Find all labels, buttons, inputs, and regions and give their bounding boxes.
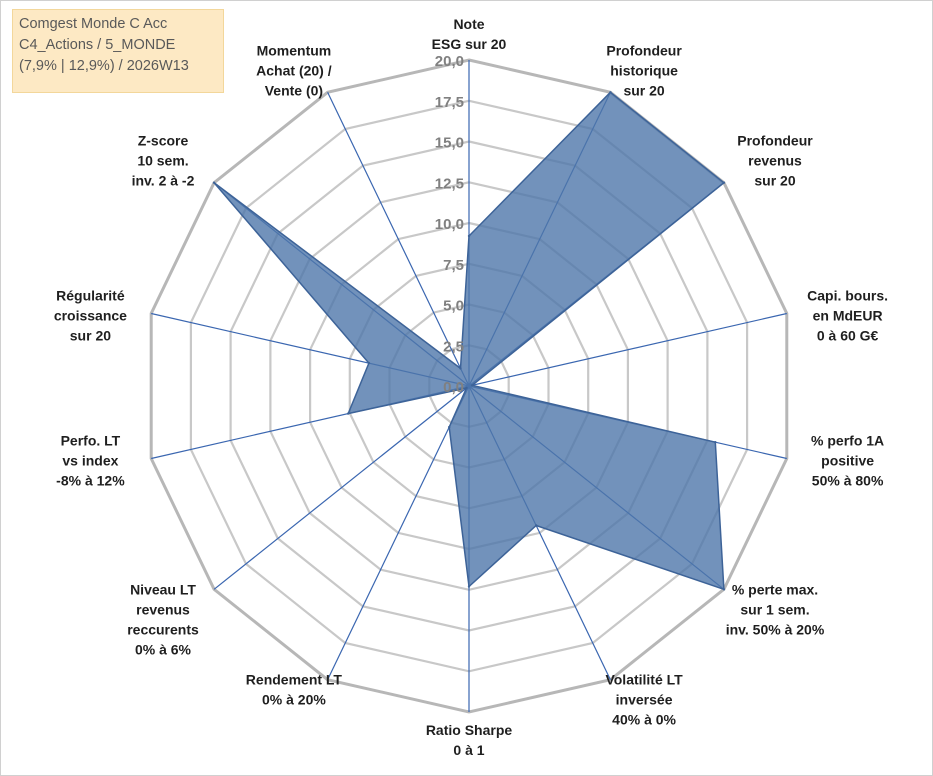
axis-label-5: % perte max. sur 1 sem. inv. 50% à 20%	[726, 581, 825, 637]
tick-label-8: 20,0	[435, 53, 464, 70]
data-point-8	[448, 425, 451, 429]
tick-label-4: 10,0	[435, 216, 464, 233]
spoke-8	[327, 385, 470, 680]
tick-label-6: 15,0	[435, 135, 464, 152]
spoke-13	[327, 92, 470, 387]
tick-label-7: 17,5	[435, 94, 464, 111]
data-point-0	[467, 234, 471, 238]
axis-label-2: Profondeur revenus sur 20	[737, 133, 813, 189]
data-point-12	[212, 181, 216, 184]
fund-name: Comgest Monde C Acc	[19, 16, 168, 32]
radial-tick-labels: 0,0 2,5 5,0 7,5 10,0 12,5 15,0 17,5 20,0	[435, 53, 464, 396]
data-point-7	[467, 585, 471, 588]
fund-category: C4_Actions / 5_MONDE	[19, 37, 176, 53]
axis-labels: Note ESG sur 20 Profondeur historique sur 20…	[54, 16, 888, 758]
tick-label-2: 5,0	[443, 298, 464, 315]
data-point-5	[722, 588, 726, 591]
axis-label-6: Volatilité LT inversée 40% à 0%	[605, 672, 683, 728]
axis-label-11: Régularité croissance sur 20	[54, 288, 127, 344]
data-point-10	[347, 412, 350, 415]
data-point-4	[714, 441, 717, 444]
tick-label-5: 12,5	[435, 175, 464, 192]
tick-label-0: 0,0	[443, 379, 464, 396]
axis-label-1: Profondeur historique sur 20	[606, 42, 682, 98]
axis-label-13: Momentum Achat (20) / Vente (0)	[256, 42, 332, 98]
data-point-2	[722, 181, 726, 184]
tick-label-1: 2,5	[443, 338, 464, 355]
data-point-9	[465, 386, 468, 390]
data-point-1	[609, 91, 612, 94]
data-point-6	[535, 524, 538, 527]
axis-label-0: Note ESG sur 20	[432, 16, 507, 52]
data-point-13	[459, 367, 462, 370]
data-point-3	[471, 384, 474, 387]
axis-label-7: Ratio Sharpe 0 à 1	[426, 722, 513, 758]
axis-label-3: Capi. bours. en MdEUR 0 à 60 G€	[807, 288, 888, 344]
radar-series	[212, 91, 726, 591]
spoke-3	[468, 312, 787, 387]
axis-label-4: % perfo 1A positive 50% à 80%	[811, 433, 884, 489]
axis-label-8: Rendement LT 0% à 20%	[246, 672, 343, 708]
data-point-11	[367, 361, 371, 365]
fund-stats: (7,9% | 12,9%) / 2026W13	[19, 58, 189, 74]
tick-label-3: 7,5	[443, 257, 464, 274]
axis-label-10: Perfo. LT vs index -8% à 12%	[56, 433, 125, 489]
spoke-9	[213, 385, 470, 590]
fund-title-box: Comgest Monde C Acc C4_Actions / 5_MONDE…	[12, 9, 224, 93]
axis-label-12: Z-score 10 sem. inv. 2 à -2	[132, 133, 195, 189]
axis-label-9: Niveau LT revenus reccurents 0% à 6%	[127, 581, 199, 657]
